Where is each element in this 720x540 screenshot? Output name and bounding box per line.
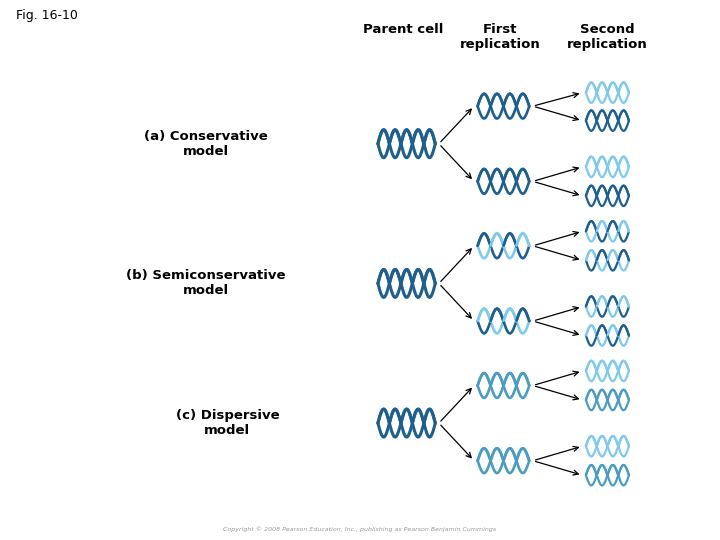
- Text: Parent cell: Parent cell: [363, 23, 444, 36]
- Text: (b) Semiconservative
model: (b) Semiconservative model: [126, 269, 286, 298]
- Text: Copyright © 2008 Pearson Education, Inc., publishing as Pearson Benjamin Cumming: Copyright © 2008 Pearson Education, Inc.…: [223, 526, 497, 532]
- Text: (c) Dispersive
model: (c) Dispersive model: [176, 409, 279, 437]
- Text: Fig. 16-10: Fig. 16-10: [16, 9, 78, 23]
- Text: Second
replication: Second replication: [567, 23, 648, 51]
- Text: First
replication: First replication: [459, 23, 540, 51]
- Text: (a) Conservative
model: (a) Conservative model: [144, 130, 268, 158]
